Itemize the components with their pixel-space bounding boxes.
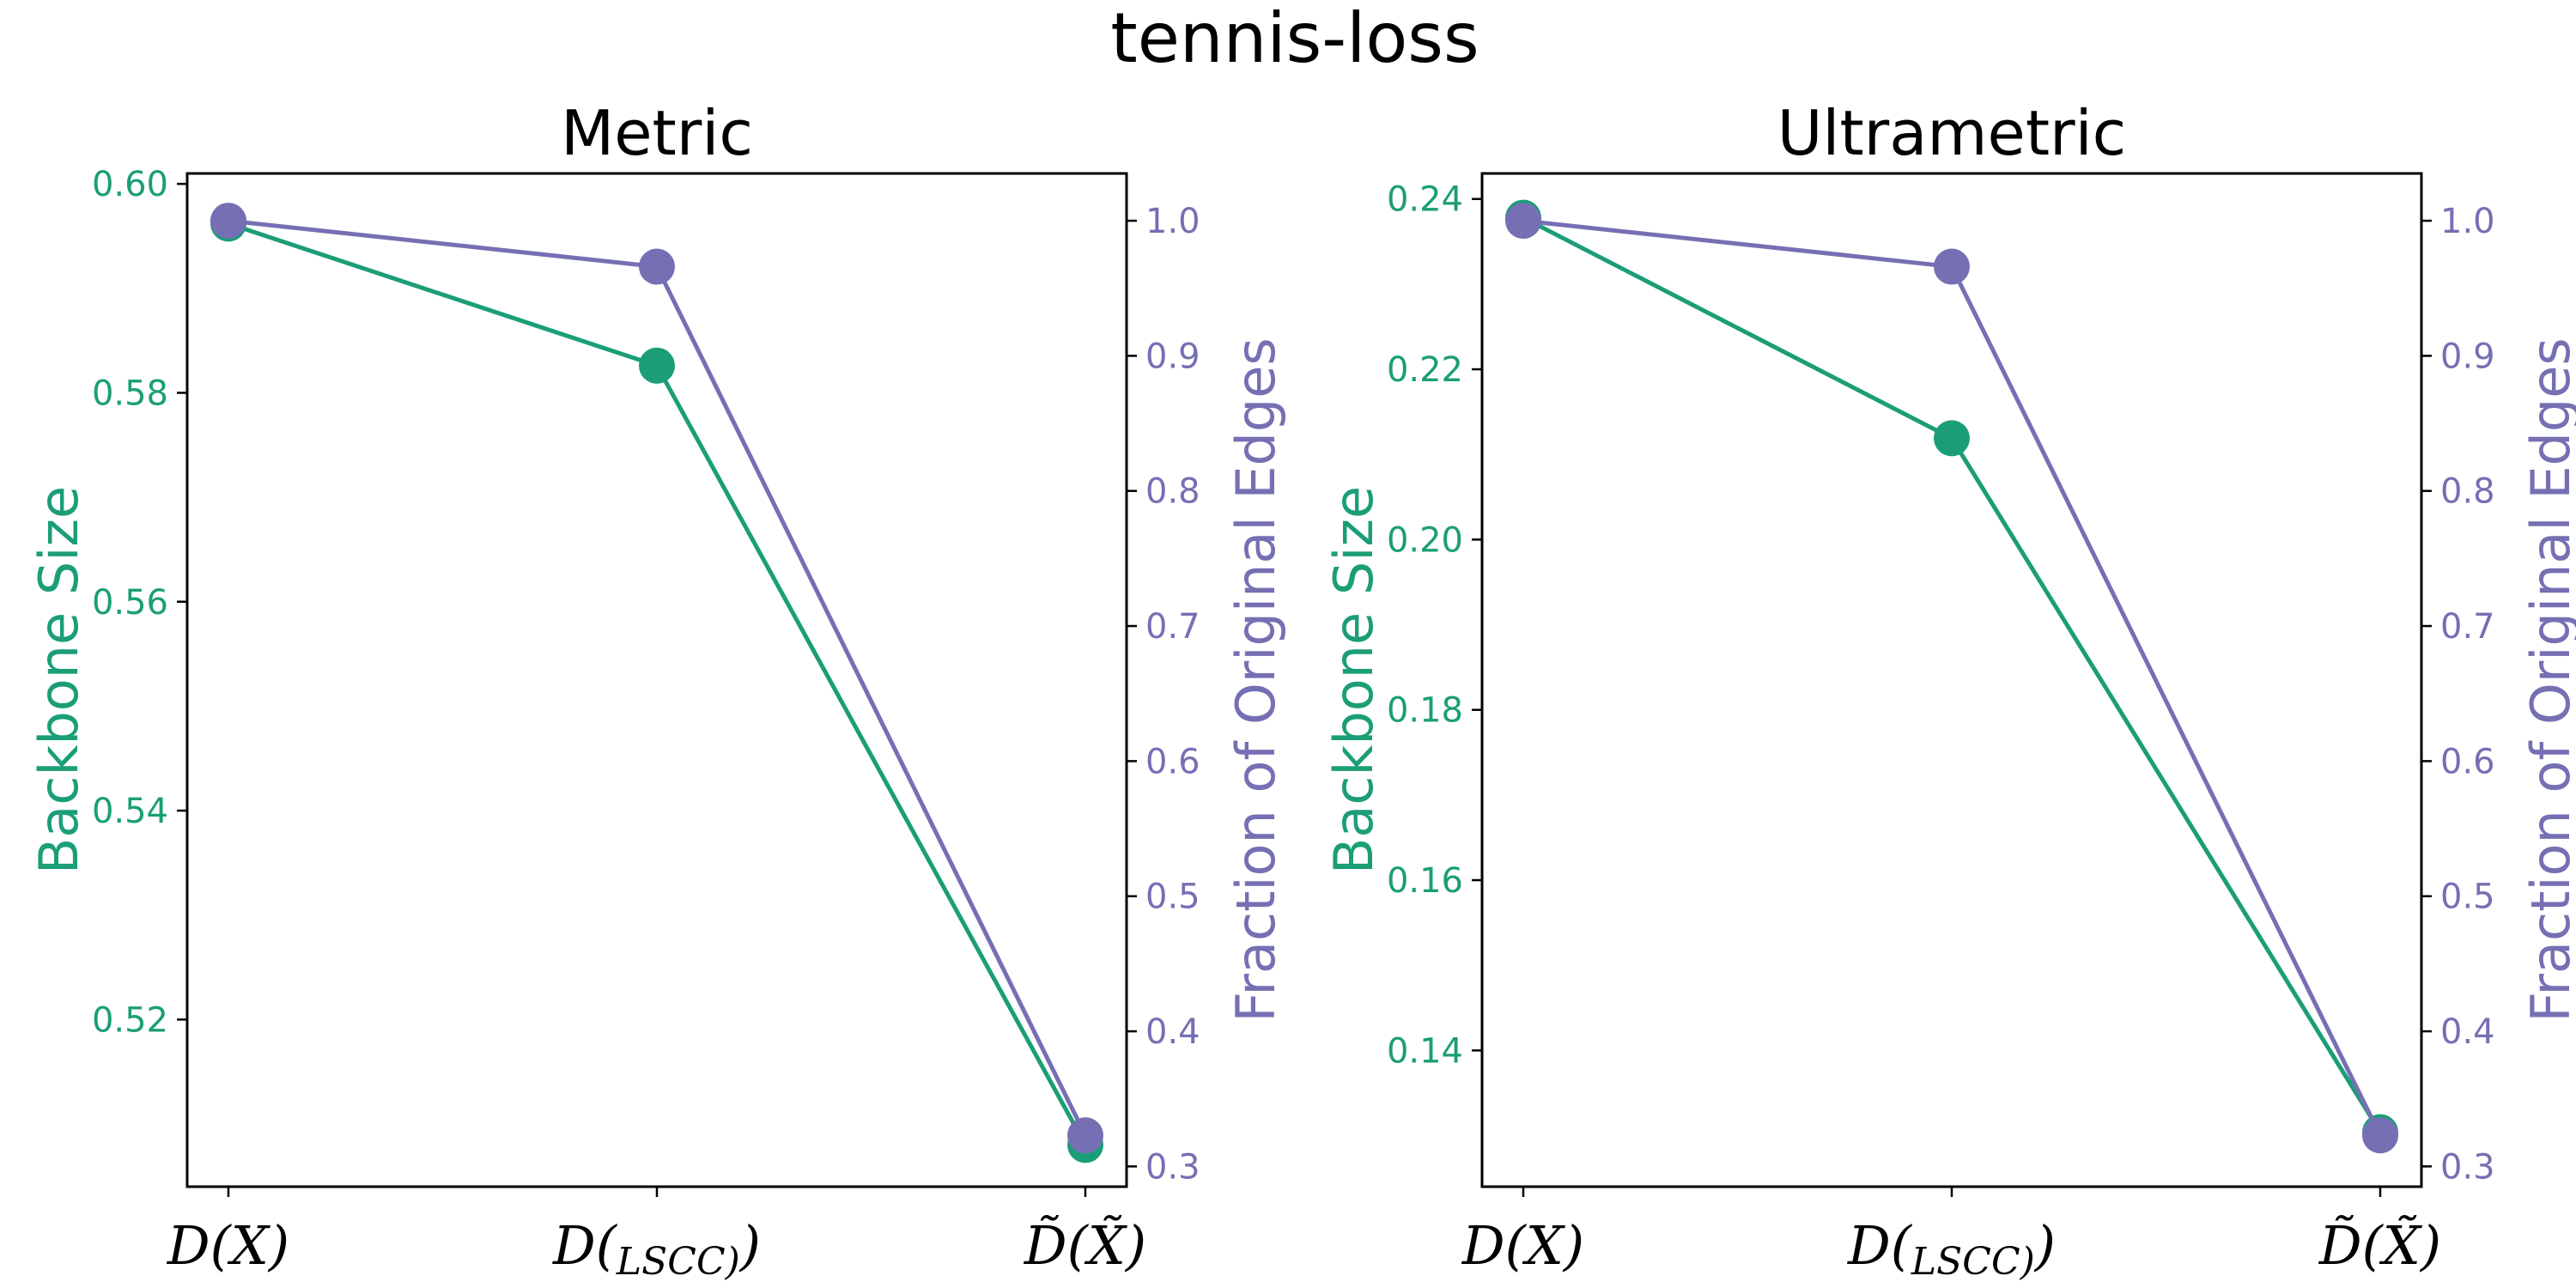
y-right-tick-label-1: 0.4 xyxy=(2440,1012,2495,1052)
y-right-tick-label-0: 0.3 xyxy=(2440,1147,2495,1187)
data-point-right-0 xyxy=(210,203,246,240)
data-point-left-1 xyxy=(639,347,675,384)
x-tick-label-0: D(X) xyxy=(1461,1214,1584,1277)
data-point-right-2 xyxy=(1067,1117,1103,1154)
x-tick-label-1: D(LSCC)) xyxy=(1847,1214,2056,1284)
plot-frame xyxy=(1480,172,2423,1188)
data-point-left-1 xyxy=(1934,420,1970,457)
y-right-tick-label-3: 0.6 xyxy=(2440,742,2495,781)
plot-frame xyxy=(185,172,1128,1188)
data-point-right-1 xyxy=(639,248,675,285)
y-left-axis-label: Backbone Size xyxy=(27,486,90,874)
y-left-tick-label-2: 0.56 xyxy=(92,583,168,623)
y-left-tick-label-3: 0.58 xyxy=(92,374,168,413)
y-right-tick-label-5: 0.8 xyxy=(2440,472,2495,512)
y-right-tick-label-7: 1.0 xyxy=(2440,202,2495,241)
y-right-axis-label: Fraction of Original Edges xyxy=(2519,337,2576,1022)
panel-title: Ultrametric xyxy=(1777,97,2127,169)
y-left-tick-label-1: 0.54 xyxy=(92,792,168,831)
y-left-tick-label-5: 0.24 xyxy=(1387,180,1463,220)
y-right-tick-label-4: 0.7 xyxy=(2440,607,2495,647)
y-right-tick-label-1: 0.4 xyxy=(1145,1012,1200,1052)
y-left-tick-label-3: 0.20 xyxy=(1387,520,1463,560)
y-right-tick-label-4: 0.7 xyxy=(1145,607,1200,647)
panel-title: Metric xyxy=(561,97,753,169)
y-right-tick-label-3: 0.6 xyxy=(1145,742,1200,781)
y-right-tick-label-0: 0.3 xyxy=(1145,1147,1200,1187)
data-point-right-1 xyxy=(1934,248,1970,285)
y-right-tick-label-7: 1.0 xyxy=(1145,202,1200,241)
panels: Metric 0.52 0.54 0.56 0.58 0.60 0.3 0.4 0.5 0.6 0.… xyxy=(27,97,2576,1284)
y-left-tick-label-1: 0.16 xyxy=(1387,861,1463,901)
y-left-tick-label-4: 0.22 xyxy=(1387,350,1463,390)
chart-panel-2: Ultrametric 0.14 0.16 0.18 0.20 0.22 0.24 0.3 0.… xyxy=(1322,97,2576,1284)
y-right-tick-label-2: 0.5 xyxy=(2440,878,2495,917)
x-tick-label-1: D(LSCC)) xyxy=(552,1214,761,1284)
y-left-tick-label-2: 0.18 xyxy=(1387,691,1463,731)
y-left-tick-label-0: 0.14 xyxy=(1387,1031,1463,1071)
y-right-tick-label-5: 0.8 xyxy=(1145,472,1200,512)
x-tick-label-2: D̃(X̃) xyxy=(1024,1214,1146,1277)
series-line-left xyxy=(1522,216,2383,1133)
y-left-tick-label-4: 0.60 xyxy=(92,165,168,204)
y-left-axis-label: Backbone Size xyxy=(1322,486,1385,874)
x-tick-label-2: D̃(X̃) xyxy=(2318,1214,2441,1277)
series-line-right xyxy=(1522,218,2383,1137)
y-right-axis-label: Fraction of Original Edges xyxy=(1224,337,1287,1022)
y-left-tick-label-0: 0.52 xyxy=(92,1000,168,1040)
x-tick-label-0: D(X) xyxy=(167,1214,289,1277)
chart-panel-1: Metric 0.52 0.54 0.56 0.58 0.60 0.3 0.4 0.5 0.6 0.… xyxy=(27,97,1287,1284)
y-right-tick-label-6: 0.9 xyxy=(2440,337,2495,376)
data-point-right-2 xyxy=(2362,1117,2398,1154)
data-point-right-0 xyxy=(1505,203,1541,240)
figure-title: tennis-loss xyxy=(1110,0,1479,78)
y-right-tick-label-6: 0.9 xyxy=(1145,337,1200,376)
y-right-tick-label-2: 0.5 xyxy=(1145,878,1200,917)
